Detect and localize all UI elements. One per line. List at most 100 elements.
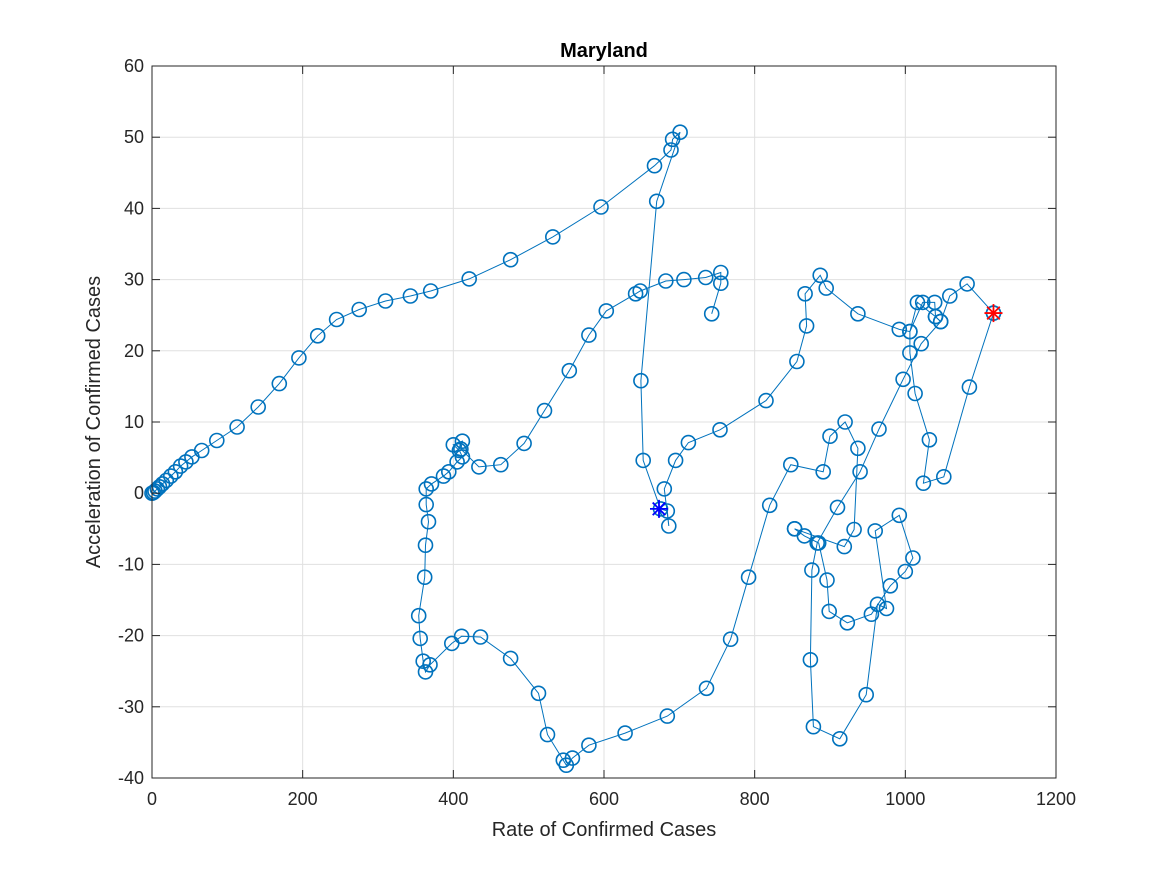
data-point	[836, 538, 853, 555]
data-point	[680, 434, 697, 451]
data-point	[154, 476, 171, 492]
data-point	[815, 463, 832, 480]
data-point	[878, 600, 895, 617]
x-tick-label: 600	[589, 789, 619, 809]
data-point	[902, 323, 918, 340]
data-point	[416, 569, 433, 586]
x-tick-label: 1000	[885, 789, 925, 809]
data-point	[914, 294, 931, 311]
x-tick-labels: 0 200 400 600 800 1000 1200	[147, 789, 1076, 809]
data-point	[758, 392, 774, 409]
data-point	[472, 629, 489, 645]
data-point	[167, 463, 184, 480]
data-point	[377, 293, 394, 309]
data-point	[858, 686, 875, 703]
data-point	[158, 472, 175, 489]
y-tick-label: -20	[118, 626, 144, 646]
data-point	[697, 269, 714, 286]
data-point	[328, 311, 345, 328]
data-point	[656, 481, 673, 497]
y-tick-label: 50	[124, 127, 144, 147]
data-point	[663, 142, 679, 158]
data-point	[907, 385, 923, 402]
data-point	[309, 327, 326, 344]
data-point	[461, 271, 478, 287]
data-point	[871, 421, 887, 437]
data-point	[891, 321, 908, 338]
data-point	[798, 318, 815, 334]
series-line-3	[418, 271, 859, 767]
data-point	[617, 725, 633, 741]
data-point	[846, 521, 862, 538]
data-point	[598, 303, 615, 319]
data-point	[635, 452, 652, 469]
data-point	[932, 313, 949, 330]
data-point	[172, 458, 189, 474]
data-point	[921, 431, 938, 448]
data-point	[667, 452, 684, 469]
y-ticks	[152, 65, 1056, 779]
asterisk-stroke	[986, 306, 1001, 321]
data-point	[867, 523, 884, 539]
data-point	[863, 606, 880, 623]
y-tick-label: 0	[134, 483, 144, 503]
data-point	[291, 350, 307, 366]
data-point	[250, 399, 267, 415]
series-markers	[144, 124, 1002, 774]
blue-asterisk-marker	[649, 499, 668, 518]
data-point	[443, 635, 460, 652]
x-tick-label: 400	[438, 789, 468, 809]
data-point	[672, 124, 688, 140]
data-point	[417, 537, 434, 554]
data-point	[789, 353, 805, 370]
data-point	[402, 288, 419, 304]
series-line-1	[151, 131, 994, 527]
data-point	[555, 752, 572, 769]
data-point	[646, 157, 663, 174]
annotations	[649, 304, 1003, 518]
data-point	[633, 372, 649, 389]
data-point	[418, 496, 435, 513]
asterisk-stroke	[652, 501, 666, 516]
y-tick-label: 40	[124, 198, 144, 218]
data-point	[149, 481, 166, 497]
data-point	[440, 463, 457, 480]
data-point	[659, 708, 676, 724]
data-point	[839, 614, 856, 631]
data-point	[850, 305, 866, 322]
data-point	[422, 283, 439, 299]
data-point	[712, 421, 728, 438]
data-point	[423, 476, 440, 492]
data-point	[530, 685, 547, 702]
data-point	[209, 432, 225, 449]
data-point	[698, 680, 715, 697]
x-tick-label: 0	[147, 789, 157, 809]
data-point	[927, 308, 944, 325]
data-point	[941, 288, 958, 304]
data-point	[902, 345, 918, 361]
data-point	[502, 650, 519, 667]
data-point	[415, 653, 432, 670]
data-point	[761, 497, 778, 514]
data-point	[913, 335, 930, 352]
data-point	[163, 468, 179, 484]
data-point	[797, 285, 813, 302]
data-point	[660, 518, 677, 534]
data-point	[819, 572, 835, 588]
x-tick-label: 1200	[1036, 789, 1076, 809]
data-point	[417, 664, 434, 680]
y-tick-label: 60	[124, 56, 144, 76]
data-point	[935, 468, 952, 485]
data-point	[632, 283, 649, 299]
data-point	[229, 419, 245, 435]
y-tick-label: -40	[118, 768, 144, 788]
data-point	[850, 440, 866, 457]
data-point	[805, 718, 822, 735]
x-ticks	[151, 66, 1057, 778]
data-point	[831, 730, 848, 747]
data-point	[351, 301, 368, 318]
data-point	[412, 630, 429, 647]
data-point	[453, 441, 469, 457]
data-point	[712, 275, 729, 292]
